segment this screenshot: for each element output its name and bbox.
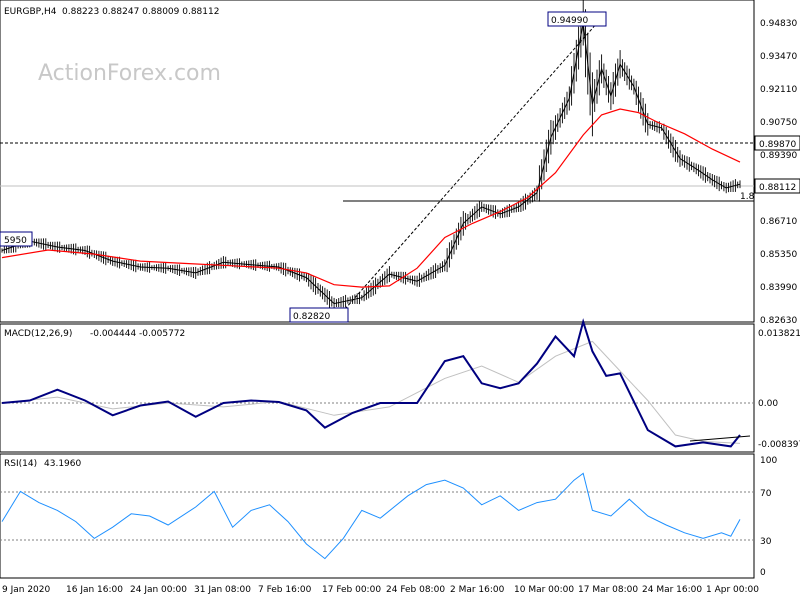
rsi-panel: [0, 453, 755, 579]
price-tick: 0.90750: [760, 118, 797, 128]
price-tick: 0.93470: [760, 52, 797, 62]
rsi-tick: 30: [760, 537, 772, 547]
macd-panel: [0, 323, 755, 453]
level-price-tag: [754, 135, 800, 151]
price-tick: 0.94830: [760, 19, 797, 29]
time-tick: 24 Mar 16:00: [642, 585, 702, 595]
time-tick: 7 Feb 16:00: [258, 585, 312, 595]
macd-header-values: -0.004444 -0.005772: [90, 329, 185, 339]
price-tick: 0.82630: [760, 316, 797, 326]
high-label-box: [547, 11, 607, 27]
watermark: ActionForex.com: [38, 61, 221, 86]
current-price-label: 0.88112: [759, 183, 796, 193]
price-tick: 0.86710: [760, 217, 797, 227]
time-tick: 17 Mar 08:00: [578, 585, 638, 595]
low-label: 0.82820: [293, 312, 330, 322]
level-price-label: 0.89870: [759, 140, 796, 150]
price-tick: 0.85350: [760, 250, 797, 260]
price-line: [1, 22, 741, 305]
time-tick: 16 Jan 16:00: [66, 585, 123, 595]
high-label: 0.94990: [551, 16, 588, 26]
main-panel: [0, 0, 755, 323]
left-edge-label-box: [0, 231, 33, 247]
rsi-header-name: RSI(14): [4, 459, 37, 469]
time-tick: 31 Jan 08:00: [194, 585, 251, 595]
macd-trend-line: [689, 435, 751, 442]
current-price-tag: [754, 178, 800, 194]
price-axis: 0.94830 0.93470 0.92110 0.90750 0.89390 …: [760, 19, 797, 326]
time-tick: 24 Jan 00:00: [130, 585, 187, 595]
moving-average-line: [1, 108, 741, 288]
price-tick: 0.83990: [760, 283, 797, 293]
rsi-header-value: 43.1960: [44, 459, 81, 469]
main-header-ohlc: 0.88223 0.88247 0.88009 0.88112: [62, 7, 219, 17]
macd-signal-line: [1, 340, 741, 444]
time-tick: 1 Apr 00:00: [706, 585, 759, 595]
price-tick: 0.89390: [760, 151, 797, 161]
macd-tick: 0.013821: [758, 329, 800, 339]
price-tick: 0.92110: [760, 85, 797, 95]
fibonacci-tag: 1.8: [740, 192, 755, 202]
time-tick: 10 Mar 00:00: [514, 585, 574, 595]
time-tick: 2 Mar 16:00: [450, 585, 505, 595]
rsi-tick: 0: [760, 568, 766, 578]
rsi-line: [1, 472, 741, 560]
macd-tick: -0.008397: [758, 440, 800, 450]
time-tick: 9 Jan 2020: [2, 585, 50, 595]
low-label-box: [289, 307, 349, 323]
trend-dashed-line: [344, 21, 599, 310]
time-axis: 9 Jan 2020 16 Jan 16:00 24 Jan 00:00 31 …: [2, 585, 759, 595]
left-edge-label: 5950: [4, 236, 27, 246]
time-tick: 24 Feb 08:00: [386, 585, 445, 595]
macd-tick: 0.00: [758, 399, 778, 409]
time-tick: 17 Feb 00:00: [322, 585, 381, 595]
rsi-tick: 100: [760, 456, 777, 466]
macd-header-name: MACD(12,26,9): [4, 329, 72, 339]
rsi-tick: 70: [760, 489, 772, 499]
main-header-symbol: EURGBP,H4: [4, 7, 57, 17]
macd-line: [1, 318, 741, 448]
